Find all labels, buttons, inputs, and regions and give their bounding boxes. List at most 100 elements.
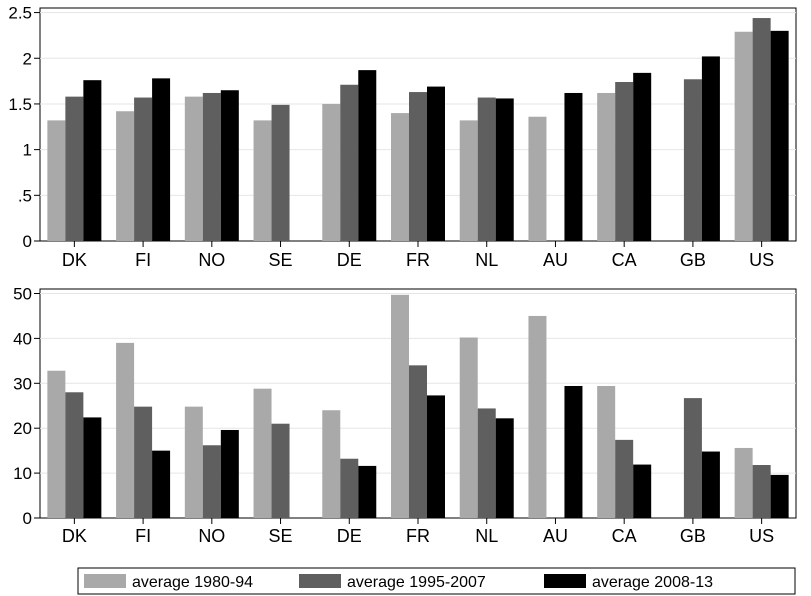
category-label-fr: FR (406, 250, 430, 270)
y-tick-label: 30 (13, 374, 32, 393)
bar-us-average-1980-94 (734, 447, 753, 518)
bar-ca-average-1980-94 (597, 385, 616, 518)
bar-nl-average-1980-94 (459, 337, 478, 518)
legend-swatch-average-1995-2007 (299, 574, 341, 588)
y-tick-label: 1 (23, 141, 32, 160)
top-bar-chart: 0 .5 1 1.5 2 2.5 DK FI NO SE DE FR NL AU CA GB US (8, 4, 797, 270)
legend-swatch-average-1980-94 (84, 574, 126, 588)
bar-no-average-1980-94 (184, 406, 203, 518)
bar-dk-average-2008-13 (83, 80, 102, 241)
bar-se-average-1980-94 (253, 388, 272, 518)
bar-nl-average-2008-13 (495, 418, 514, 518)
bar-us-average-1995-2007 (752, 465, 771, 518)
bar-gb-average-1995-2007 (683, 79, 702, 241)
bar-de-average-2008-13 (358, 465, 377, 518)
category-label-se: SE (269, 250, 293, 270)
bar-ca-average-2008-13 (633, 464, 652, 518)
bar-nl-average-1980-94 (459, 120, 478, 241)
bar-fi-average-1995-2007 (134, 406, 153, 518)
bar-se-average-1995-2007 (271, 104, 290, 241)
bar-no-average-2008-13 (220, 429, 239, 518)
bar-au-average-1980-94 (528, 315, 547, 518)
legend-label-average-2008-13: average 2008-13 (592, 574, 713, 591)
bar-au-average-2008-13 (564, 385, 583, 518)
bottom-bar-chart: 0 10 20 30 40 50 DK FI NO SE DE FR NL AU CA GB US (13, 284, 797, 546)
y-tick-label: 2 (23, 49, 32, 68)
category-label-se: SE (269, 526, 293, 546)
bar-fr-average-1995-2007 (409, 92, 427, 241)
y-tick-label: 2.5 (8, 4, 32, 23)
y-tick-label: 50 (13, 284, 32, 303)
bar-no-average-2008-13 (220, 90, 239, 241)
bar-se-average-1980-94 (253, 120, 272, 241)
bar-dk-average-1995-2007 (65, 392, 84, 518)
category-label-ca: CA (612, 250, 637, 270)
category-label-de: DE (337, 250, 362, 270)
bar-fi-average-2008-13 (152, 450, 171, 518)
category-label-nl: NL (475, 250, 498, 270)
y-tick-label: 1.5 (8, 95, 32, 114)
bar-de-average-2008-13 (358, 70, 377, 241)
bar-no-average-1995-2007 (202, 445, 221, 518)
bar-fr-average-2008-13 (427, 395, 445, 518)
bar-fi-average-1980-94 (116, 111, 135, 241)
bar-ca-average-1995-2007 (615, 82, 634, 241)
category-label-de: DE (337, 526, 362, 546)
bar-us-average-1980-94 (734, 31, 753, 241)
bar-gb-average-2008-13 (701, 451, 720, 518)
y-tick-label: .5 (18, 186, 32, 205)
bar-fi-average-1995-2007 (134, 97, 153, 241)
bar-de-average-1980-94 (322, 410, 341, 518)
category-label-no: NO (198, 526, 225, 546)
bar-de-average-1995-2007 (340, 84, 359, 242)
bar-no-average-1980-94 (184, 96, 203, 241)
category-label-fr: FR (406, 526, 430, 546)
y-tick-label: 40 (13, 329, 32, 348)
legend-label-average-1980-94: average 1980-94 (132, 574, 253, 591)
bar-dk-average-1980-94 (47, 120, 66, 241)
legend: average 1980-94 average 1995-2007 averag… (77, 567, 796, 595)
bar-dk-average-1995-2007 (65, 96, 84, 241)
bar-dk-average-1980-94 (47, 370, 66, 518)
bar-us-average-1995-2007 (752, 18, 771, 241)
category-label-dk: DK (62, 250, 87, 270)
bar-ca-average-1995-2007 (615, 439, 634, 518)
bar-us-average-2008-13 (770, 30, 789, 241)
bar-nl-average-2008-13 (495, 98, 514, 241)
category-label-au: AU (543, 526, 568, 546)
category-label-us: US (749, 250, 774, 270)
bar-de-average-1980-94 (322, 103, 341, 241)
bar-us-average-2008-13 (770, 474, 789, 518)
bar-fr-average-1995-2007 (409, 365, 427, 518)
category-label-nl: NL (475, 526, 498, 546)
bar-ca-average-2008-13 (633, 72, 652, 241)
bar-nl-average-1995-2007 (477, 97, 496, 241)
category-label-gb: GB (680, 526, 706, 546)
bar-au-average-1980-94 (528, 116, 547, 241)
bar-fr-average-2008-13 (427, 86, 445, 242)
y-tick-label: 10 (13, 464, 32, 483)
category-label-dk: DK (62, 526, 87, 546)
category-label-no: NO (198, 250, 225, 270)
y-tick-label: 20 (13, 419, 32, 438)
bar-se-average-1995-2007 (271, 423, 290, 518)
category-label-fi: FI (135, 526, 151, 546)
bar-no-average-1995-2007 (202, 92, 221, 241)
bar-ca-average-1980-94 (597, 92, 616, 241)
bar-au-average-2008-13 (564, 92, 583, 241)
y-tick-label: 0 (23, 232, 32, 251)
bar-fi-average-1980-94 (116, 342, 135, 518)
bar-gb-average-1995-2007 (683, 398, 702, 518)
category-label-fi: FI (135, 250, 151, 270)
bar-dk-average-2008-13 (83, 417, 102, 518)
legend-swatch-average-2008-13 (544, 574, 586, 588)
category-label-ca: CA (612, 526, 637, 546)
legend-frame (77, 567, 796, 595)
bar-fr-average-1980-94 (391, 113, 409, 241)
y-tick-label: 0 (23, 509, 32, 528)
category-label-gb: GB (680, 250, 706, 270)
bar-gb-average-2008-13 (701, 56, 720, 241)
bar-fr-average-1980-94 (391, 294, 409, 518)
legend-label-average-1995-2007: average 1995-2007 (347, 574, 486, 591)
